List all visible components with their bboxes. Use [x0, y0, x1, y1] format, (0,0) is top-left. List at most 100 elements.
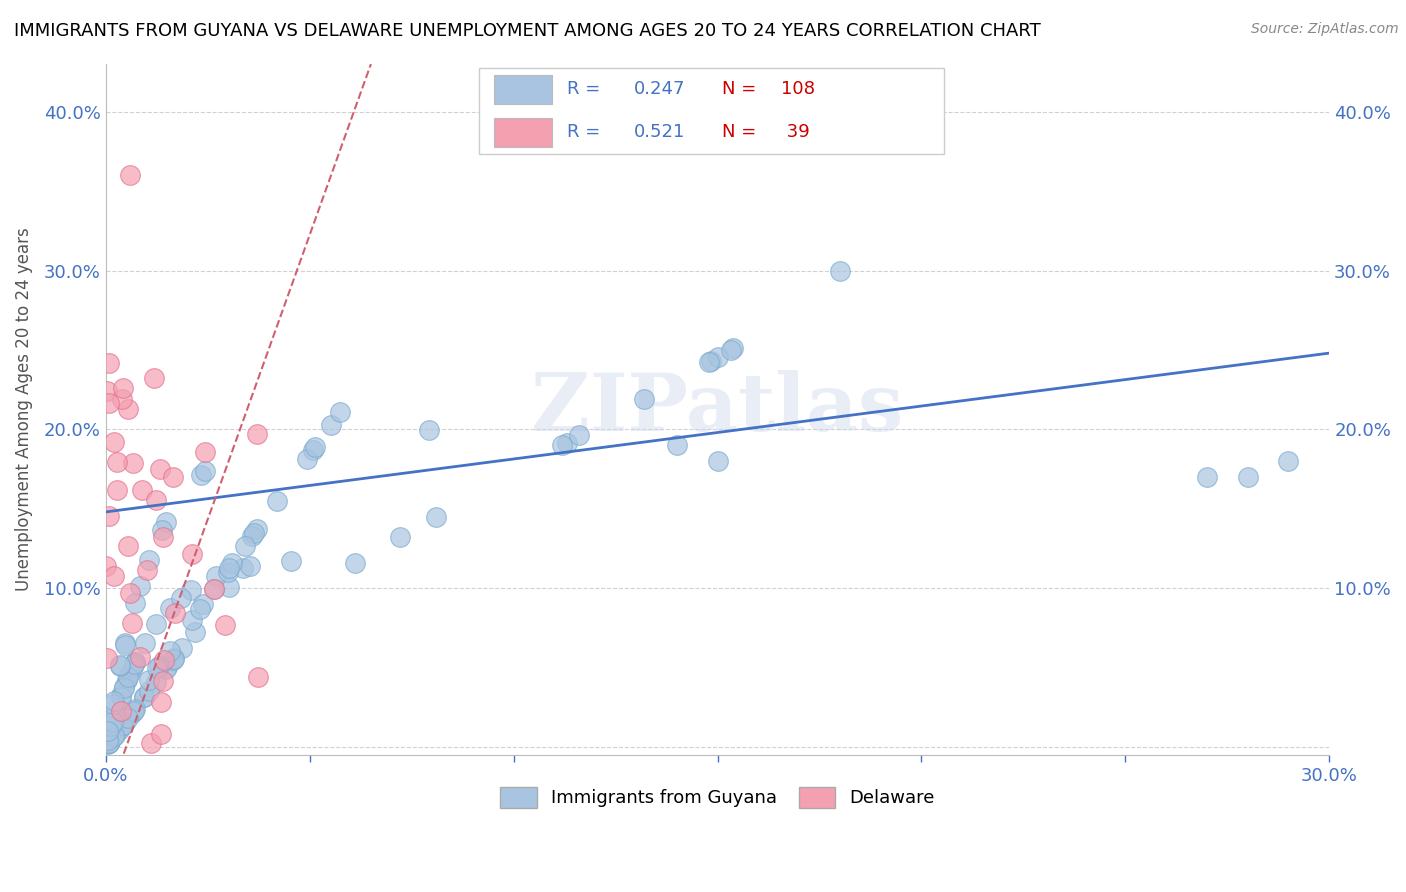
Point	[128, 649, 150, 664]
Point	[112, 717, 135, 731]
Point	[389, 530, 412, 544]
Point	[97, 737, 120, 751]
Point	[665, 438, 688, 452]
Point	[202, 582, 225, 597]
Text: 0.521: 0.521	[634, 123, 686, 141]
Point	[110, 659, 132, 673]
Point	[103, 730, 125, 744]
Point	[103, 731, 125, 745]
Point	[145, 617, 167, 632]
Point	[101, 697, 124, 711]
Point	[150, 727, 173, 741]
Point	[706, 350, 728, 364]
Point	[170, 591, 193, 605]
Point	[110, 690, 132, 704]
Point	[134, 690, 156, 704]
Point	[97, 733, 120, 747]
Point	[103, 569, 125, 583]
Text: IMMIGRANTS FROM GUYANA VS DELAWARE UNEMPLOYMENT AMONG AGES 20 TO 24 YEARS CORREL: IMMIGRANTS FROM GUYANA VS DELAWARE UNEMP…	[14, 22, 1040, 40]
Point	[191, 597, 214, 611]
Point	[239, 559, 262, 574]
Point	[246, 521, 269, 535]
Point	[194, 444, 217, 458]
Point	[111, 392, 134, 406]
Point	[156, 660, 179, 674]
Point	[1236, 470, 1258, 484]
Point	[97, 724, 120, 739]
Point	[138, 553, 160, 567]
Point	[105, 455, 128, 469]
Point	[124, 596, 146, 610]
Point	[98, 736, 121, 750]
Point	[112, 681, 135, 695]
Point	[120, 168, 142, 182]
Point	[117, 711, 139, 725]
Point	[720, 343, 742, 357]
Point	[121, 659, 143, 673]
Point	[142, 371, 165, 385]
Point	[124, 656, 146, 670]
Point	[117, 670, 139, 684]
Point	[117, 539, 139, 553]
Point	[159, 601, 181, 615]
Point	[96, 651, 118, 665]
Point	[153, 653, 176, 667]
Point	[111, 719, 134, 733]
Point	[194, 464, 217, 478]
Point	[343, 556, 366, 570]
Point	[132, 690, 155, 705]
Point	[221, 556, 243, 570]
Point	[138, 673, 160, 687]
Text: Source: ZipAtlas.com: Source: ZipAtlas.com	[1251, 22, 1399, 37]
Point	[170, 641, 193, 656]
Point	[425, 509, 447, 524]
Point	[150, 523, 173, 537]
Point	[136, 563, 159, 577]
Point	[163, 651, 186, 665]
Point	[295, 451, 318, 466]
FancyBboxPatch shape	[494, 118, 553, 147]
Point	[155, 662, 177, 676]
Point	[205, 569, 228, 583]
Point	[280, 554, 302, 568]
Point	[555, 435, 578, 450]
Point	[145, 674, 167, 689]
Point	[218, 580, 240, 594]
FancyBboxPatch shape	[494, 75, 553, 103]
Point	[103, 694, 125, 708]
Point	[139, 736, 162, 750]
Point	[214, 618, 236, 632]
Point	[110, 688, 132, 702]
Point	[329, 405, 352, 419]
Text: R =: R =	[567, 123, 606, 141]
Point	[149, 695, 172, 709]
Point	[828, 263, 851, 277]
Point	[124, 702, 146, 716]
Point	[98, 356, 121, 370]
Point	[94, 558, 117, 573]
Point	[112, 381, 135, 395]
Point	[122, 456, 145, 470]
Point	[180, 583, 202, 598]
Point	[145, 492, 167, 507]
Point	[104, 728, 127, 742]
Point	[117, 402, 139, 417]
Point	[1195, 470, 1218, 484]
Text: 0.247: 0.247	[634, 80, 686, 98]
Point	[114, 636, 136, 650]
Legend: Immigrants from Guyana, Delaware: Immigrants from Guyana, Delaware	[494, 780, 942, 815]
Point	[111, 718, 134, 732]
Point	[699, 355, 721, 369]
Point	[247, 670, 270, 684]
Text: 108: 108	[782, 80, 815, 98]
Y-axis label: Unemployment Among Ages 20 to 24 years: Unemployment Among Ages 20 to 24 years	[15, 227, 32, 591]
Point	[217, 565, 239, 579]
Point	[152, 530, 174, 544]
Point	[190, 467, 212, 482]
Point	[218, 561, 240, 575]
Point	[112, 681, 135, 695]
Point	[706, 454, 728, 468]
Point	[121, 615, 143, 630]
Point	[98, 735, 121, 749]
Point	[233, 539, 256, 553]
